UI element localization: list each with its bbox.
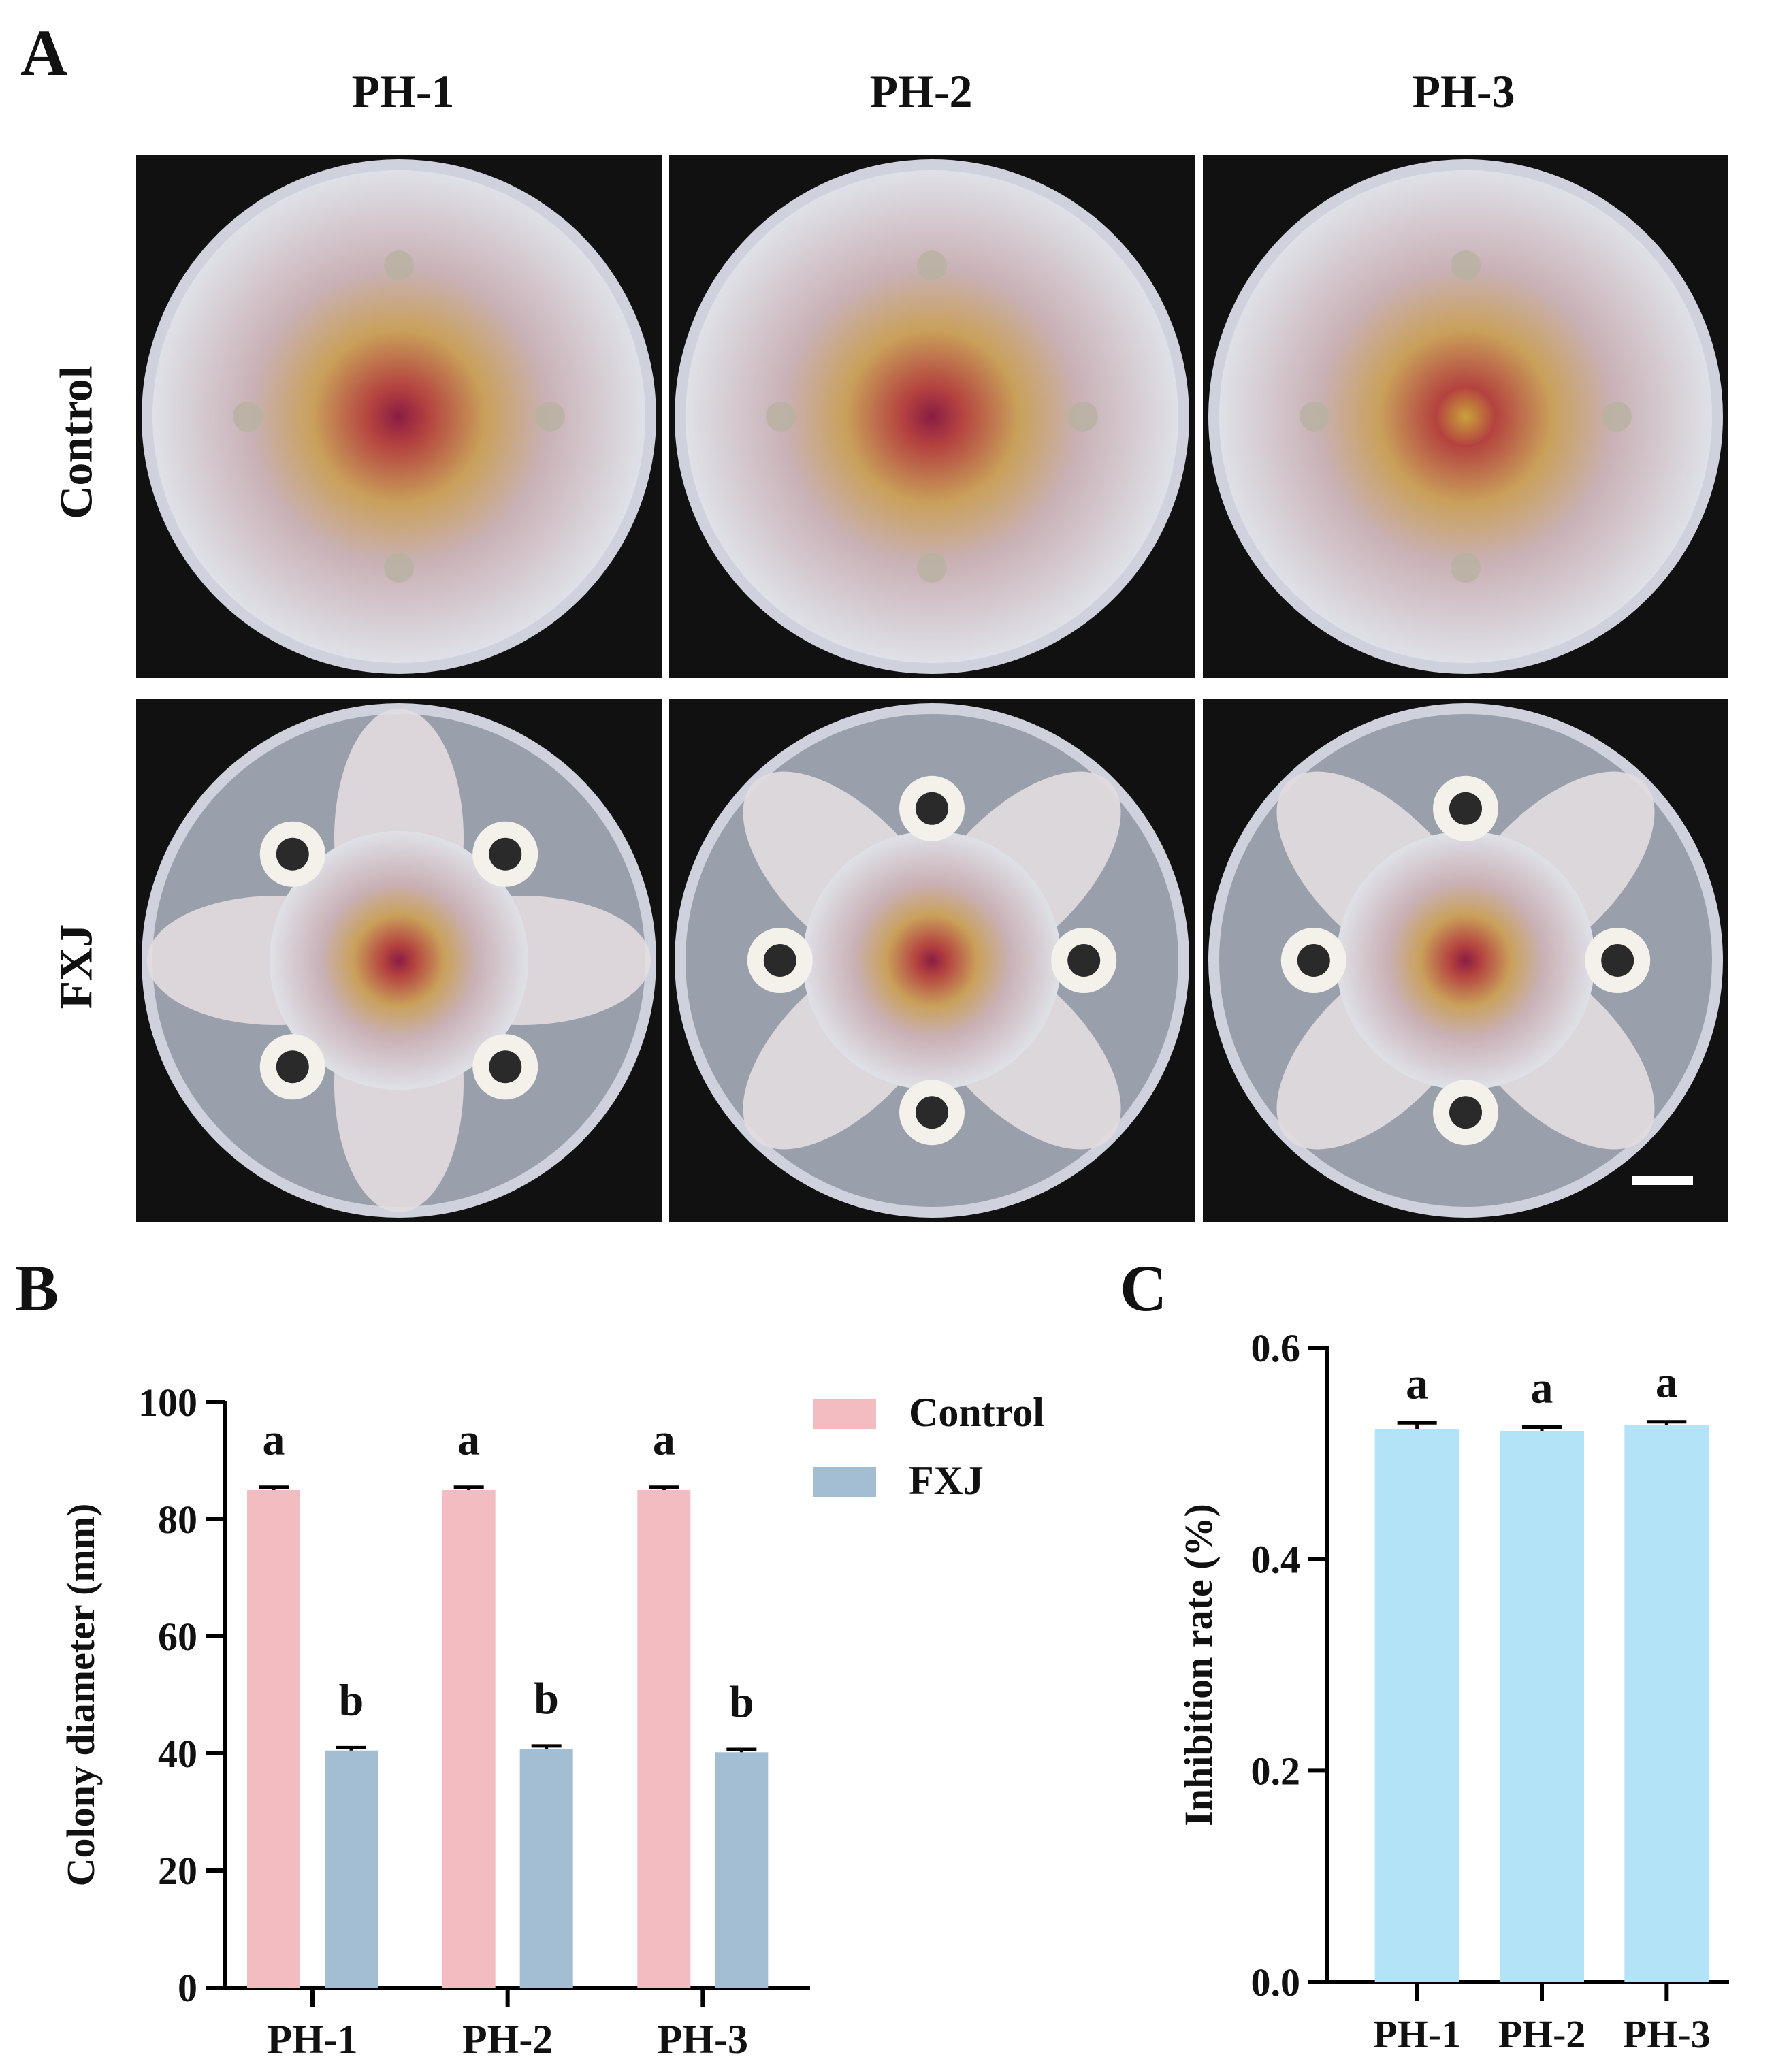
x-tick-label: PH-3: [658, 2017, 748, 2062]
scale-bar: [1632, 1176, 1693, 1185]
panel-b-letter: B: [15, 1252, 59, 1325]
agar-well: [1449, 792, 1482, 825]
panel-c-letter: C: [1120, 1252, 1167, 1325]
legend-label-control: Control: [909, 1390, 1044, 1435]
fxj-dish-photo-3: [1203, 699, 1728, 1222]
control-dish-photo-3: [1203, 155, 1728, 678]
bar-control-3: [637, 1490, 691, 1988]
agar-well: [1068, 402, 1098, 432]
significance-label: a: [653, 1415, 675, 1465]
control-dish-photo-1: [136, 155, 662, 678]
y-tick-label: 0.0: [1251, 1960, 1301, 2005]
row-label-control: Control: [50, 366, 102, 519]
significance-label: a: [263, 1415, 285, 1465]
agar-well: [489, 1050, 522, 1084]
agar-well: [384, 553, 414, 583]
agar-well: [384, 250, 414, 280]
agar-well: [1602, 402, 1632, 432]
legend-swatch-fxj: [813, 1467, 876, 1497]
x-tick-label: PH-1: [1373, 2012, 1461, 2056]
error-bar: [531, 1744, 562, 1749]
bar-inhibition-3: [1624, 1425, 1709, 1982]
control-dish-photo-2: [669, 155, 1195, 678]
mycelium-colony: [686, 170, 1178, 663]
agar-well: [917, 553, 947, 583]
bar-inhibition-1: [1374, 1429, 1459, 1982]
agar-well: [1297, 944, 1330, 977]
fxj-dish-photo-2: [669, 699, 1195, 1222]
significance-label: a: [1531, 1363, 1553, 1413]
x-tick-label: PH-2: [462, 2017, 553, 2062]
agar-well: [535, 402, 565, 432]
y-axis-label: Colony diameter (mm): [59, 1504, 103, 1887]
agar-well: [763, 944, 796, 977]
agar-well: [917, 250, 947, 280]
bar-fxj-3: [715, 1752, 769, 1988]
column-label-ph2: PH-2: [869, 65, 973, 117]
legend-label-fxj: FXJ: [909, 1458, 984, 1503]
error-bar: [259, 1485, 289, 1490]
error-bar: [1647, 1420, 1687, 1425]
legend-swatch-control: [813, 1399, 876, 1429]
significance-label: b: [729, 1677, 754, 1727]
significance-label: a: [1656, 1358, 1678, 1408]
agar-well: [276, 1050, 309, 1084]
agar-well: [916, 1096, 948, 1129]
x-tick-label: PH-3: [1623, 2012, 1711, 2056]
agar-well: [489, 837, 522, 871]
agar-well: [233, 402, 263, 432]
colony-diameter-chart: 0 20 40 60 80 100 Colony diameter (mm) a b PH-1 a b…: [59, 1380, 1044, 2062]
mycelium-colony: [270, 831, 528, 1090]
agar-well: [276, 837, 309, 871]
inhibition-rate-chart: 0.0 0.2 0.4 0.6 Inhibition rate (%) a PH-1 a PH-…: [1176, 1326, 1729, 2056]
error-bar: [649, 1485, 679, 1490]
error-bar: [1397, 1421, 1437, 1429]
agar-well: [916, 792, 948, 825]
significance-label: a: [1406, 1359, 1428, 1408]
agar-well: [1451, 250, 1481, 280]
y-tick-label: 0: [178, 1966, 197, 2010]
y-tick-label: 60: [158, 1615, 197, 1659]
y-axis-label: Inhibition rate (%): [1176, 1504, 1221, 1826]
column-label-ph3: PH-3: [1412, 65, 1515, 117]
bar-control-1: [247, 1490, 300, 1988]
y-tick-label: 0.2: [1251, 1749, 1301, 1793]
y-tick-label: 20: [158, 1849, 197, 1893]
bar-control-2: [442, 1490, 496, 1988]
agar-well: [766, 402, 796, 432]
y-tick-label: 40: [158, 1732, 197, 1776]
mycelium-colony: [1336, 831, 1595, 1090]
agar-well: [1601, 944, 1634, 977]
significance-label: b: [339, 1675, 364, 1725]
bar-fxj-2: [519, 1749, 573, 1988]
fxj-dish-photo-1: [136, 699, 662, 1222]
agar-well: [1067, 944, 1101, 977]
y-tick-label: 80: [158, 1498, 197, 1542]
y-tick-label: 100: [138, 1380, 197, 1425]
bar-fxj-1: [325, 1750, 378, 1988]
error-bar: [453, 1485, 484, 1490]
y-tick-label: 0.4: [1251, 1538, 1301, 1582]
error-bar: [726, 1747, 757, 1753]
column-label-ph1: PH-1: [351, 65, 455, 117]
significance-label: a: [457, 1415, 480, 1465]
y-tick-label: 0.6: [1251, 1326, 1301, 1370]
x-tick-label: PH-1: [267, 2017, 357, 2062]
agar-well: [1451, 553, 1481, 583]
row-label-fxj: FXJ: [50, 924, 102, 1009]
bar-inhibition-2: [1500, 1431, 1584, 1982]
error-bar: [336, 1745, 366, 1751]
error-bar: [1522, 1425, 1562, 1431]
mycelium-colony: [152, 170, 645, 663]
mycelium-colony: [803, 831, 1061, 1090]
x-tick-label: PH-2: [1498, 2012, 1586, 2056]
panel-a-letter: A: [20, 16, 68, 89]
mycelium-colony: [1219, 170, 1712, 663]
agar-well: [1449, 1096, 1482, 1129]
significance-label: b: [534, 1674, 559, 1723]
agar-well: [1300, 402, 1329, 432]
